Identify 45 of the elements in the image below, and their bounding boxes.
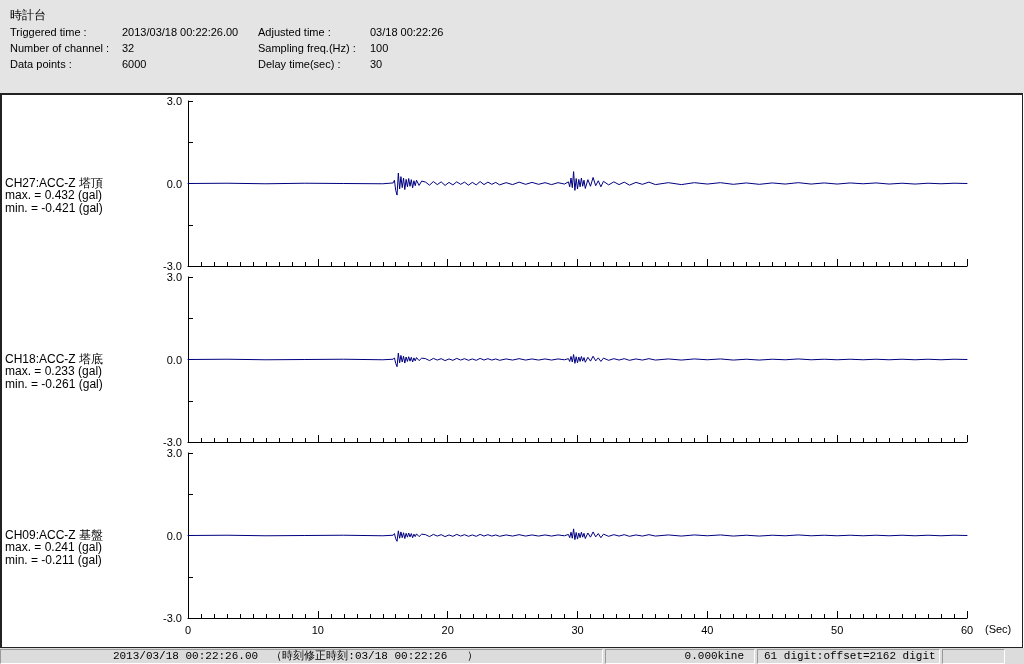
text: min. = -0.211 (gal) [5,552,102,567]
text: 100 [370,42,389,55]
text: Data points : [10,58,72,71]
x-tick-label: 20 [441,623,454,636]
text: 2013/03/18 00:22:26.00 [122,26,239,39]
x-tick-label: 10 [311,623,324,636]
y-tick-label: 3.0 [166,95,182,107]
text: Delay time(sec) : [258,58,341,71]
x-tick-label: 50 [831,623,844,636]
y-tick-label: 3.0 [166,271,182,283]
y-tick-label: 0.0 [166,177,182,190]
text: 30 [370,58,383,71]
y-tick-label: -3.0 [163,436,182,448]
text: max. = 0.432 (gal) [5,188,103,202]
line-series [187,528,968,542]
text: Sampling freq.(Hz) : [258,42,356,55]
text: CH18:ACC-Z 塔底 [5,351,104,366]
text: min. = -0.261 (gal) [5,376,103,391]
text: CH27:ACC-Z 塔頂 [5,175,104,190]
text: CH09:ACC-Z 基盤 [5,527,104,542]
line-series [187,171,968,196]
text: 03/18 00:22:26 [370,26,444,39]
line-series [187,352,968,368]
text: min. = -0.421 (gal) [5,200,103,215]
text: Adjusted time : [258,26,331,39]
text: 時計台 [10,8,46,22]
text: Triggered time : [10,26,87,39]
x-tick-label: 30 [571,623,584,636]
y-tick-label: 0.0 [166,529,182,542]
y-tick-label: -3.0 [163,612,182,624]
x-axis-title: (Sec) [985,622,1012,635]
y-tick-label: -3.0 [163,260,182,272]
x-tick-label: 40 [701,623,714,636]
y-tick-label: 3.0 [166,447,182,459]
status-field: 0.000kine [605,649,755,664]
text: 32 [122,42,135,55]
text: 6000 [122,58,147,71]
text: max. = 0.233 (gal) [5,364,103,378]
status-field: 61 digit:offset=2162 digit [757,649,940,664]
x-tick-label: 0 [184,623,192,636]
status-field: 2013/03/18 00:22:26.00 （時刻修正時刻:03/18 00:22:26 ） [0,649,603,664]
y-tick-label: 0.0 [166,353,182,366]
x-tick-label: 60 [960,623,974,636]
text: max. = 0.241 (gal) [5,540,103,554]
text: Number of channel : [10,42,110,55]
